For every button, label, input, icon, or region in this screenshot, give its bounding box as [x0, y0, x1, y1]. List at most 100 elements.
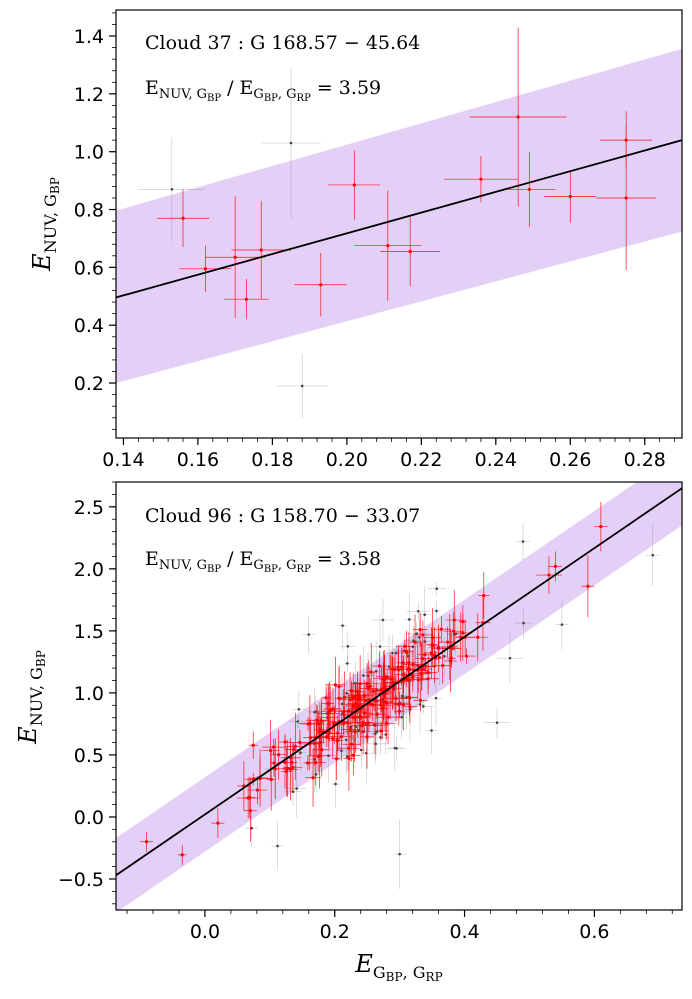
rejected-point [484, 707, 510, 738]
rejected-point [404, 593, 415, 646]
point-marker [352, 183, 356, 187]
data-point [342, 727, 361, 762]
point-marker [362, 674, 365, 677]
data-point [392, 649, 405, 685]
data-point [413, 689, 428, 712]
point-marker [347, 756, 351, 760]
y-axis-label: ENUV, GBP [14, 650, 48, 745]
rejected-point [432, 601, 441, 621]
point-marker [360, 724, 364, 728]
data-point [205, 196, 265, 318]
point-marker [423, 613, 426, 617]
data-point [322, 683, 335, 724]
data-points [138, 27, 656, 418]
point-marker [436, 645, 441, 649]
point-marker [482, 593, 486, 598]
point-marker [335, 757, 339, 761]
point-marker [353, 694, 358, 698]
point-marker [423, 653, 427, 657]
rejected-point [370, 613, 390, 680]
x-tick-label: 0.20 [326, 449, 368, 471]
rejected-point [406, 602, 430, 621]
plot-frame [115, 9, 683, 439]
point-marker [346, 645, 350, 648]
point-marker [418, 698, 423, 702]
data-point [305, 748, 321, 807]
data-point [347, 683, 364, 709]
rejected-point [302, 615, 316, 654]
point-marker [290, 760, 294, 764]
point-marker [379, 703, 383, 707]
point-marker [553, 564, 558, 568]
point-marker [314, 760, 318, 765]
point-marker [354, 701, 358, 706]
point-marker [435, 587, 439, 591]
point-marker [342, 713, 346, 717]
data-point [389, 692, 411, 715]
y-tick-label: 0.8 [74, 200, 104, 222]
point-marker [271, 745, 276, 749]
point-marker [411, 673, 415, 678]
rejected-point [138, 137, 206, 242]
point-marker [284, 769, 288, 774]
point-marker [476, 635, 480, 639]
rejected-point [271, 821, 284, 871]
data-point [248, 731, 258, 759]
point-marker [345, 721, 350, 725]
rejected-point [371, 598, 395, 641]
data-point [544, 170, 597, 223]
rejected-point [340, 631, 356, 662]
point-marker [448, 659, 453, 663]
rejected-point [387, 724, 403, 772]
point-marker [379, 729, 383, 733]
point-marker [357, 703, 362, 707]
point-marker [522, 621, 525, 625]
best-fit-line [116, 139, 682, 299]
point-marker [248, 809, 252, 813]
y-tick-label: 2.0 [74, 559, 104, 581]
data-point [446, 648, 456, 669]
data-point [444, 629, 457, 693]
annotation-cloud-name: Cloud 96 : G 158.70 − 33.07 [145, 505, 420, 527]
point-marker [307, 633, 311, 636]
data-point [456, 605, 470, 661]
data-point [457, 648, 476, 664]
data-point [428, 636, 437, 655]
data-point [140, 831, 153, 852]
data-point [345, 735, 361, 776]
point-marker [375, 712, 379, 716]
rejected-point [497, 633, 523, 683]
point-marker [385, 675, 389, 679]
point-marker [452, 618, 456, 622]
data-point [409, 614, 421, 670]
point-marker [251, 743, 255, 747]
rejected-point [425, 706, 438, 755]
point-marker [452, 629, 456, 633]
data-point [364, 696, 386, 755]
point-marker [406, 667, 410, 671]
rejected-point [393, 819, 407, 889]
point-marker [313, 710, 316, 714]
data-point [395, 639, 414, 653]
rejected-point [427, 581, 447, 596]
point-marker [408, 249, 412, 254]
data-point [325, 718, 341, 759]
point-marker [308, 736, 313, 740]
point-marker [273, 767, 277, 771]
x-tick-label: 0.18 [251, 449, 293, 471]
data-point [387, 657, 402, 682]
point-marker [413, 640, 417, 644]
data-point [262, 738, 285, 756]
point-marker [269, 777, 273, 782]
point-marker [311, 776, 315, 780]
x-tick-label: 0.24 [475, 449, 517, 471]
rejected-point [516, 522, 530, 561]
point-marker [203, 267, 207, 271]
best-fit-line [116, 487, 682, 877]
y-tick-label: 0.2 [74, 373, 104, 395]
point-marker [319, 283, 323, 287]
point-marker [405, 677, 409, 681]
fit-line [116, 139, 682, 299]
point-marker [348, 698, 352, 702]
rejected-point [367, 707, 387, 756]
